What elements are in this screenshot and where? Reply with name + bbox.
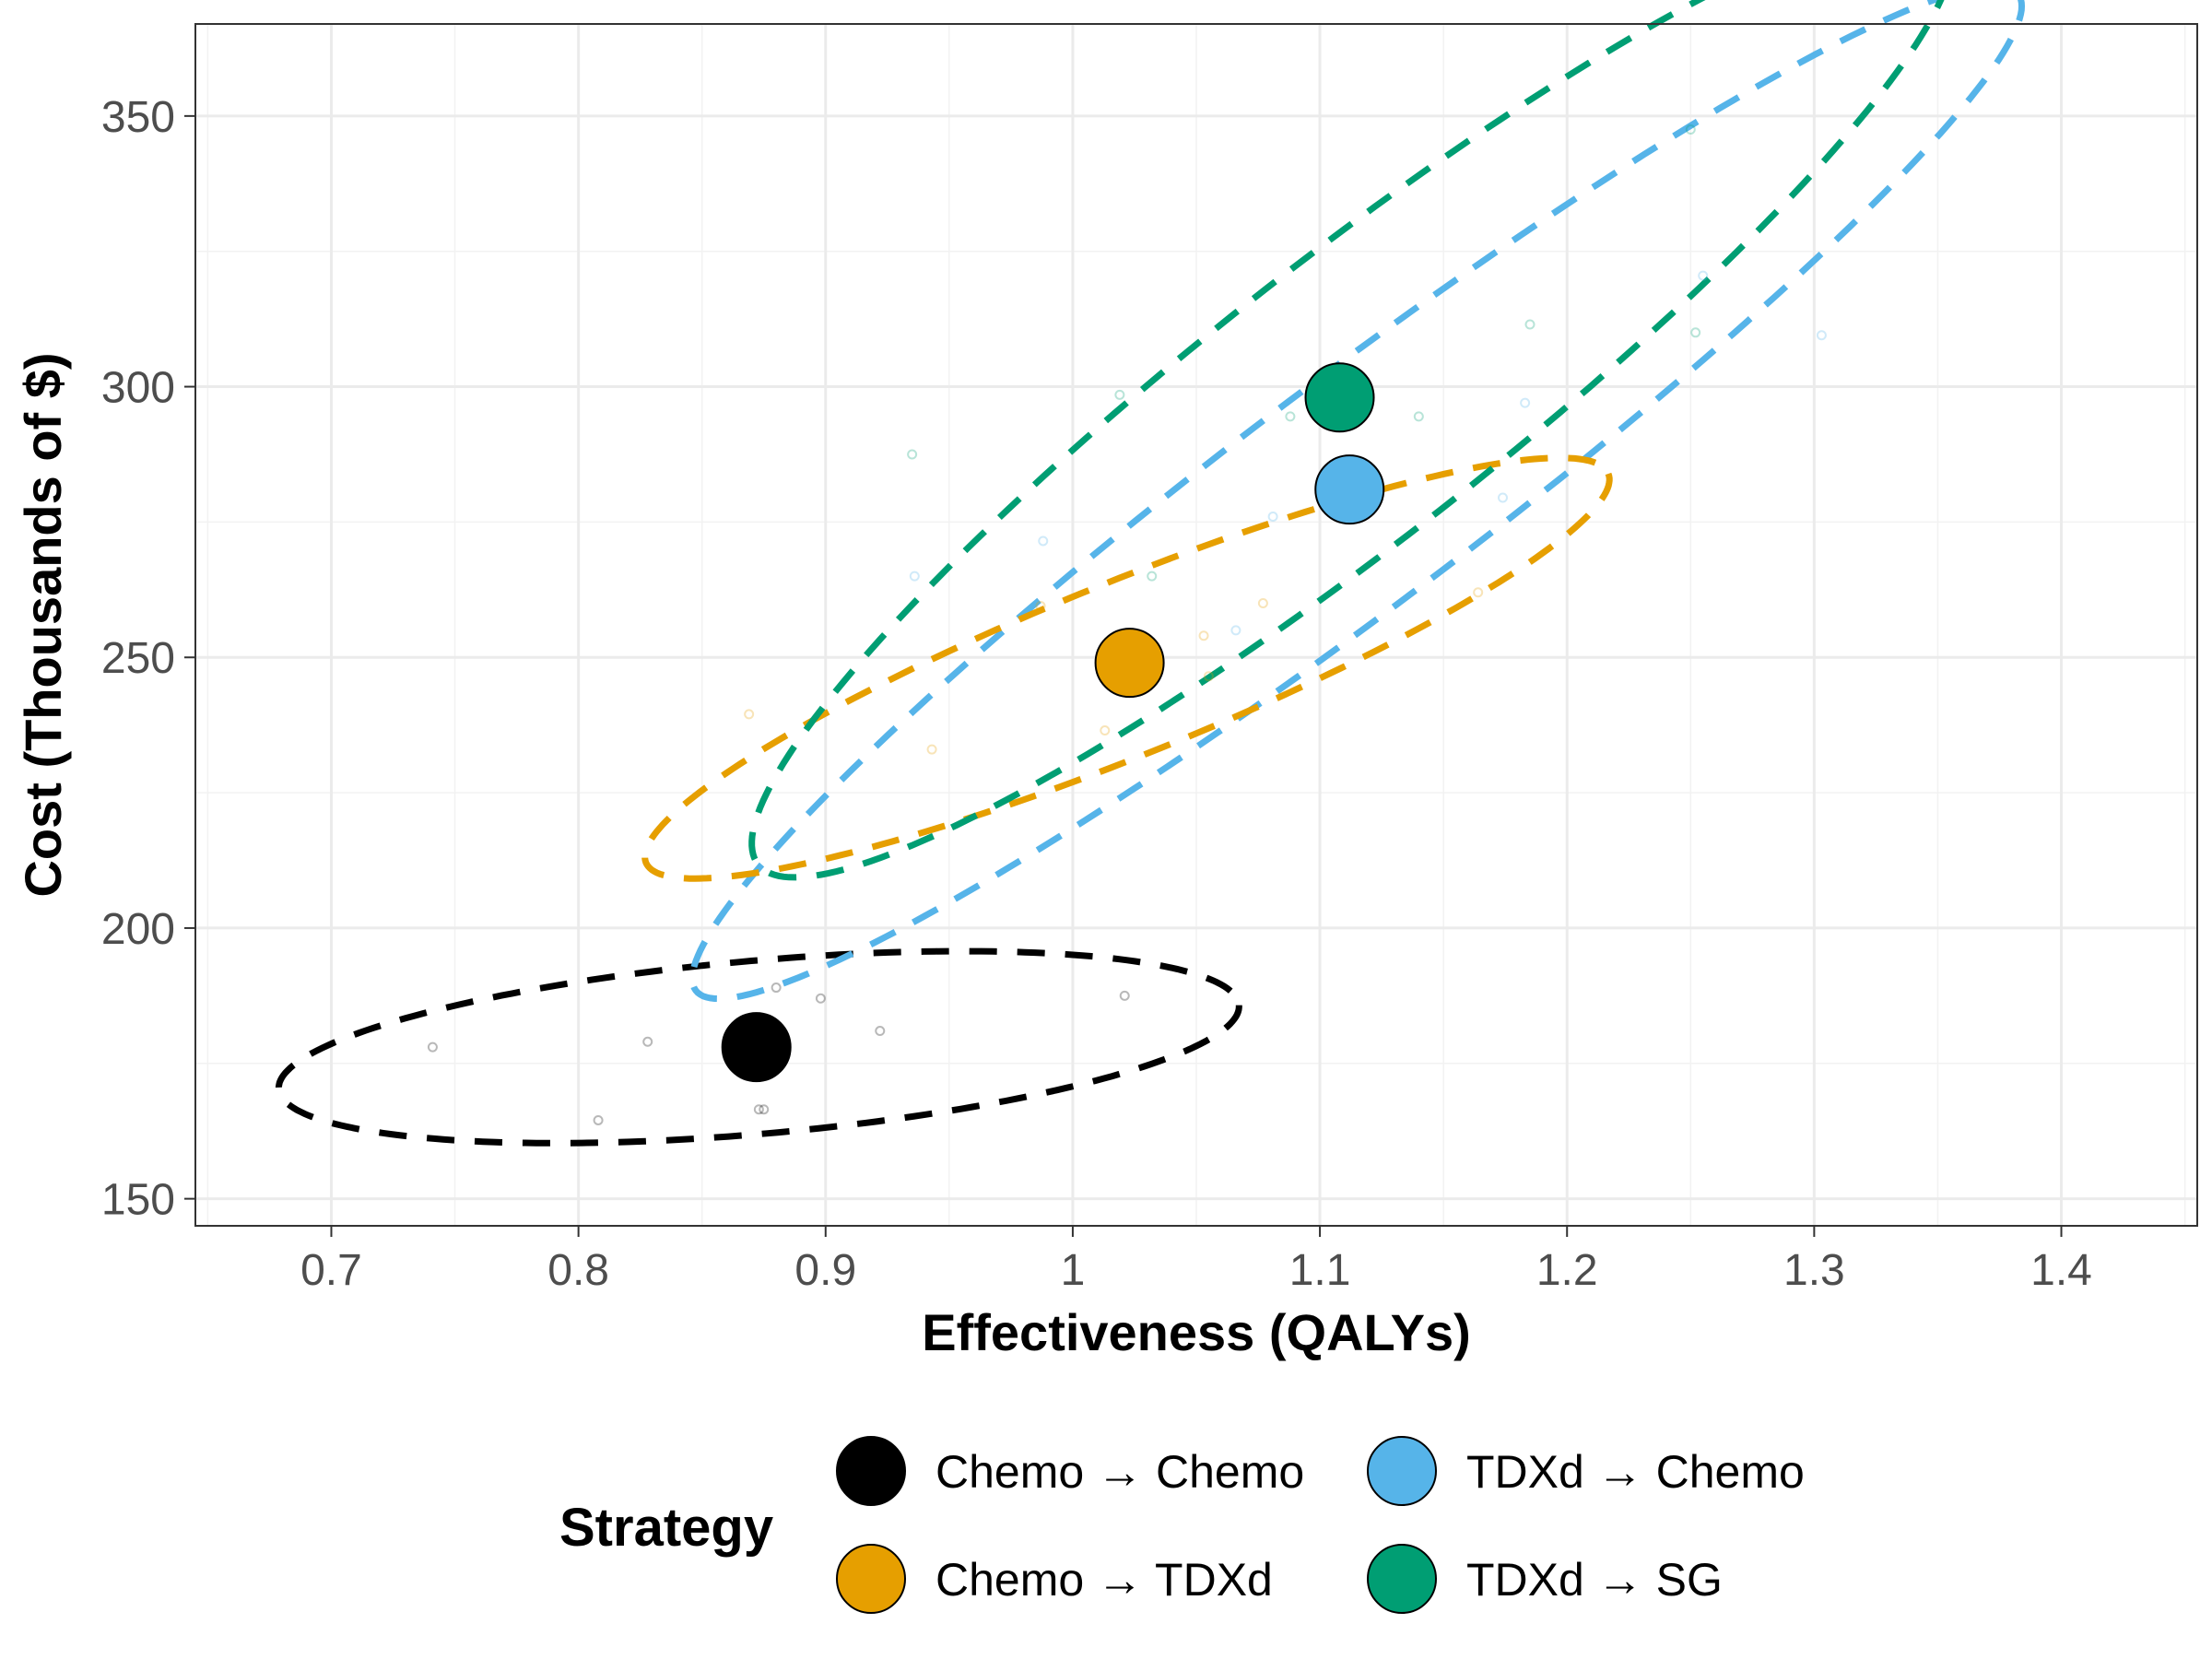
sample-point <box>1147 571 1158 582</box>
y-axis-title: Cost (Thousands of $) <box>14 352 72 897</box>
sample-point <box>907 449 918 460</box>
sample-point <box>753 1104 764 1115</box>
y-tick-label: 300 <box>101 364 175 413</box>
legend-label: TDXd → Chemo <box>1466 1446 1805 1498</box>
sample-point <box>1498 492 1509 503</box>
sample-point <box>1285 411 1296 422</box>
sample-point <box>1520 397 1531 408</box>
legend: Strategy Chemo → Chemo Chemo → TDXd TDXd →… <box>559 1436 1805 1614</box>
confidence-ellipse <box>275 947 1242 1147</box>
legend-label: Chemo → Chemo <box>935 1446 1304 1498</box>
sample-point <box>1685 124 1696 135</box>
sample-point <box>1114 389 1125 400</box>
mean-points <box>721 362 1385 1083</box>
x-tick-label: 1 <box>1061 1246 1086 1295</box>
y-tick-label: 150 <box>101 1176 175 1225</box>
sample-point <box>642 1036 653 1047</box>
x-tick-label: 0.9 <box>794 1246 856 1295</box>
sample-point <box>1816 330 1827 341</box>
grid <box>195 24 2197 1226</box>
sample-point <box>1413 411 1424 422</box>
sample-point <box>1267 512 1278 523</box>
y-tick-label: 350 <box>101 93 175 142</box>
sample-point <box>926 744 937 755</box>
sample-point <box>1230 625 1241 636</box>
sample-point <box>875 1026 886 1037</box>
confidence-ellipse <box>688 0 2026 1003</box>
sample-point <box>1698 270 1709 281</box>
legend-key <box>1367 1436 1437 1506</box>
mean-point <box>1314 454 1385 525</box>
x-axis-title: Effectiveness (QALYs) <box>922 1303 1471 1361</box>
mean-point <box>1094 628 1165 699</box>
legend-key <box>836 1544 906 1614</box>
sample-point <box>1690 327 1701 338</box>
sample-point <box>1524 319 1535 330</box>
x-tick-label: 1.4 <box>2030 1246 2092 1295</box>
sample-point <box>909 571 920 582</box>
y-tick-label: 200 <box>101 905 175 954</box>
legend-label: Chemo → TDXd <box>935 1554 1273 1606</box>
x-tick-label: 1.1 <box>1289 1246 1351 1295</box>
sample-point <box>771 982 782 994</box>
sample-point <box>1203 671 1214 682</box>
sample-point <box>744 709 755 720</box>
sample-point <box>1119 990 1130 1001</box>
sample-points <box>427 124 1827 1125</box>
sample-point <box>759 1104 770 1115</box>
x-tick-label: 1.3 <box>1783 1246 1845 1295</box>
x-tick-label: 1.2 <box>1536 1246 1598 1295</box>
sample-point <box>1198 630 1209 641</box>
sample-point <box>815 993 826 1004</box>
mean-point <box>1304 362 1375 433</box>
plot-panel-border <box>194 23 2198 1227</box>
y-tick-label: 250 <box>101 634 175 683</box>
x-tick-label: 0.8 <box>547 1246 609 1295</box>
sample-point <box>593 1114 604 1125</box>
confidence-ellipse <box>748 0 1945 881</box>
sample-point <box>1035 600 1046 611</box>
legend-key <box>1367 1544 1437 1614</box>
sample-point <box>427 1041 438 1053</box>
legend-title: Strategy <box>559 1498 773 1558</box>
mean-point <box>721 1012 792 1083</box>
axis-ticks: 0.7 0.8 0.9 1 1.1 1.2 1.3 1.4 150 200 250 300 350 <box>101 93 2092 1295</box>
sample-point <box>1100 725 1111 736</box>
legend-label: TDXd → SG <box>1466 1554 1723 1606</box>
legend-key <box>836 1436 906 1506</box>
x-tick-label: 0.7 <box>300 1246 362 1295</box>
sample-point <box>1473 587 1484 598</box>
sample-point <box>1257 598 1268 609</box>
sample-point <box>1038 535 1049 547</box>
